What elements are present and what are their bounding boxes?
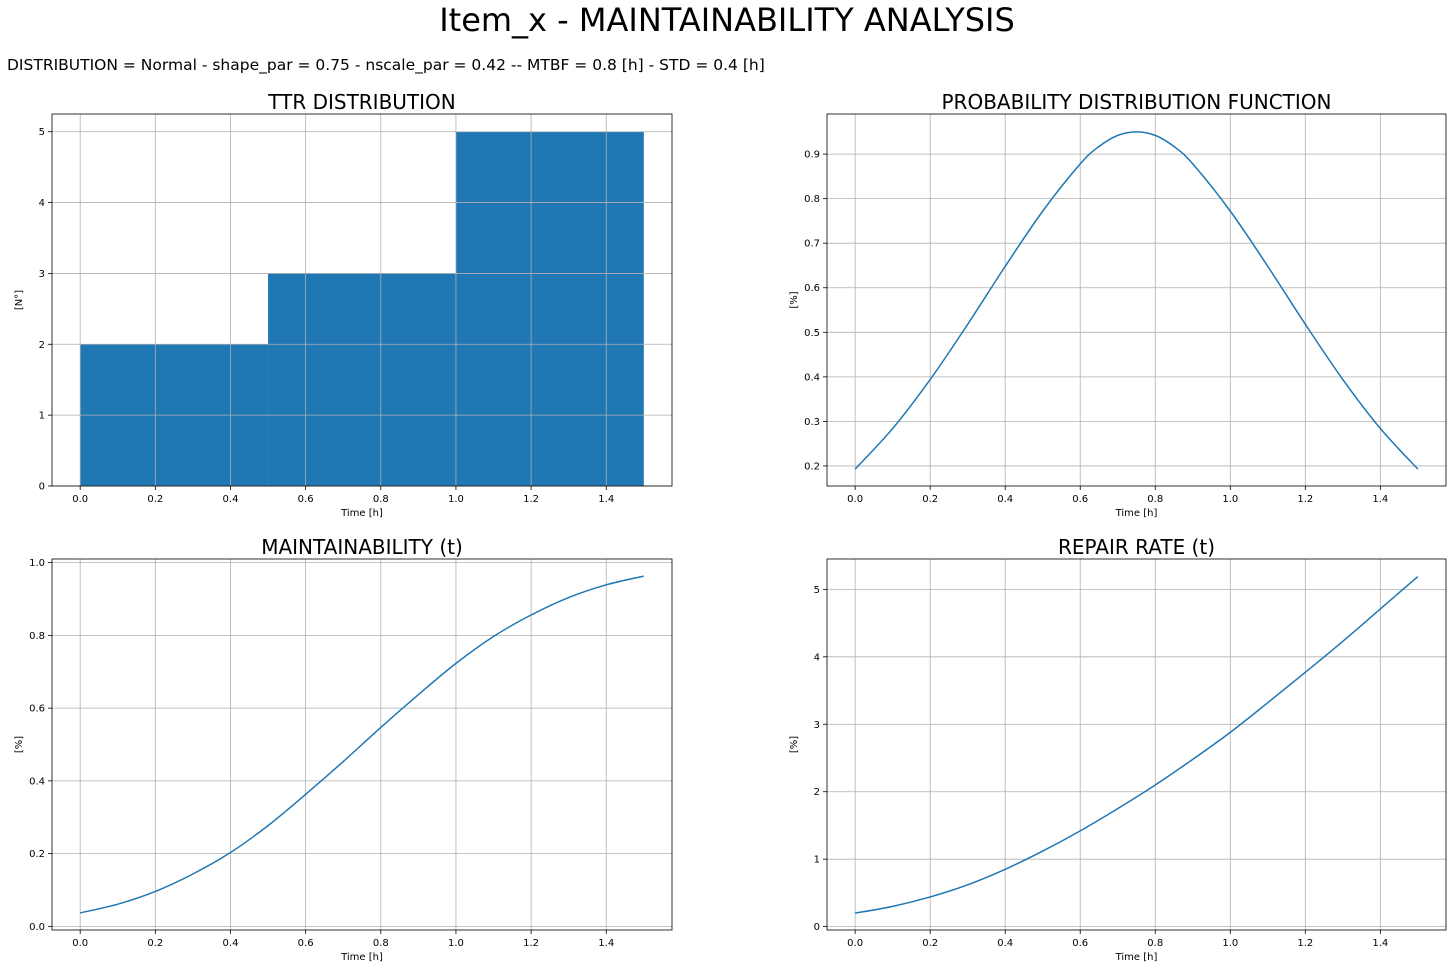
chart-title: MAINTAINABILITY (t) (261, 535, 463, 559)
x-tick-label: 0.0 (72, 938, 88, 949)
x-tick-label: 0.0 (72, 494, 88, 505)
histogram-bar (455, 131, 644, 486)
series-line (855, 575, 1419, 914)
y-tick-label: 4 (39, 198, 45, 209)
repair-rate-chart: REPAIR RATE (t)0.0 0.2 0.4 0.6 0.8 1.0 1.2 1.40… (789, 535, 1447, 963)
y-tick-label: 0.3 (804, 417, 820, 428)
y-tick-label: 1 (39, 411, 45, 422)
x-tick-label: 1.4 (1372, 494, 1388, 505)
x-tick-label: 0.0 (847, 938, 863, 949)
x-axis-label: Time [h] (340, 508, 383, 519)
y-tick-label: 4 (814, 652, 820, 663)
y-tick-label: 1.0 (29, 558, 45, 569)
histogram-bar (268, 273, 456, 486)
x-tick-label: 0.8 (1147, 938, 1163, 949)
x-axis: 0.0 0.2 0.4 0.6 0.8 1.0 1.2 1.4 (72, 930, 614, 949)
x-tick-label: 0.6 (298, 938, 314, 949)
chart-title: TTR DISTRIBUTION (267, 90, 456, 114)
x-tick-label: 0.0 (847, 494, 863, 505)
series-line (80, 575, 644, 914)
x-tick-label: 1.0 (1222, 938, 1238, 949)
y-axis-label: [%] (14, 736, 25, 753)
x-tick-label: 0.6 (298, 494, 314, 505)
x-tick-label: 0.8 (1147, 494, 1163, 505)
y-tick-label: 1 (814, 855, 820, 866)
y-tick-label: 2 (39, 340, 45, 351)
grid (827, 114, 1446, 486)
x-tick-label: 1.4 (598, 938, 614, 949)
x-tick-label: 1.2 (1297, 938, 1313, 949)
x-tick-label: 0.4 (223, 494, 239, 505)
x-tick-label: 1.0 (448, 938, 464, 949)
y-tick-label: 0.7 (804, 239, 820, 250)
y-tick-label: 3 (39, 269, 45, 280)
plot-frame (826, 113, 1447, 487)
x-tick-label: 0.2 (147, 938, 163, 949)
y-axis: 0 1 2 3 4 5 (39, 127, 52, 493)
grid (827, 559, 1446, 930)
x-axis-label: Time [h] (340, 952, 383, 963)
y-tick-label: 0.8 (804, 194, 820, 205)
x-tick-label: 0.2 (922, 494, 938, 505)
y-tick-label: 0.4 (29, 776, 45, 787)
x-axis: 0.0 0.2 0.4 0.6 0.8 1.0 1.2 1.4 (847, 930, 1388, 949)
x-tick-label: 1.4 (1372, 938, 1388, 949)
y-tick-label: 0 (39, 482, 45, 493)
y-axis-label: [%] (789, 736, 800, 753)
plot-frame (51, 558, 673, 931)
x-tick-label: 0.6 (1072, 938, 1088, 949)
x-tick-label: 0.4 (997, 494, 1013, 505)
y-tick-label: 3 (814, 720, 820, 731)
x-tick-label: 0.6 (1072, 494, 1088, 505)
y-axis-label: [%] (789, 291, 800, 308)
series-line (854, 131, 1419, 470)
y-tick-label: 0.5 (804, 328, 820, 339)
y-tick-label: 5 (814, 585, 820, 596)
x-tick-label: 1.4 (598, 494, 614, 505)
x-axis-label: Time [h] (1115, 952, 1158, 963)
y-tick-label: 2 (814, 787, 820, 798)
x-tick-label: 0.4 (997, 938, 1013, 949)
x-tick-label: 1.2 (1297, 494, 1313, 505)
y-tick-label: 0.9 (804, 150, 820, 161)
y-axis: 0.0 0.2 0.4 0.6 0.8 1.0 (29, 558, 52, 933)
chart-title: REPAIR RATE (t) (1058, 535, 1215, 559)
plot-frame (826, 558, 1447, 931)
y-tick-label: 0.8 (29, 631, 45, 642)
x-tick-label: 1.2 (523, 938, 539, 949)
x-tick-label: 0.2 (922, 938, 938, 949)
x-axis-label: Time [h] (1115, 508, 1158, 519)
x-tick-label: 0.4 (223, 938, 239, 949)
y-axis-label: [N°] (14, 290, 25, 310)
x-tick-label: 0.2 (147, 494, 163, 505)
y-tick-label: 0.2 (804, 461, 820, 472)
chart-title: PROBABILITY DISTRIBUTION FUNCTION (942, 90, 1332, 114)
figure-subtitle: DISTRIBUTION = Normal - shape_par = 0.75… (7, 56, 765, 74)
y-axis: 0.2 0.3 0.4 0.5 0.6 0.7 0.8 0.9 (804, 150, 827, 472)
y-tick-label: 0.2 (29, 849, 45, 860)
plot-frame (51, 113, 673, 487)
x-tick-label: 0.8 (373, 938, 389, 949)
y-tick-label: 0.6 (29, 704, 45, 715)
x-axis: 0.0 0.2 0.4 0.6 0.8 1.0 1.2 1.4 (847, 486, 1388, 505)
grid (52, 559, 672, 930)
x-tick-label: 1.2 (523, 494, 539, 505)
ttr-distribution-chart: TTR DISTRIBUTION 0.0 0.2 0.4 0.6 0.8 1.0 1.2 1.4… (14, 90, 673, 519)
y-tick-label: 0 (814, 922, 820, 933)
figure-title: Item_x - MAINTAINABILITY ANALYSIS (439, 1, 1015, 39)
y-tick-label: 0.4 (804, 372, 820, 383)
y-tick-label: 0.6 (804, 283, 820, 294)
x-axis: 0.0 0.2 0.4 0.6 0.8 1.0 1.2 1.4 (72, 486, 614, 505)
bars (80, 131, 644, 486)
y-tick-label: 0.0 (29, 922, 45, 933)
y-axis: 0 1 2 3 4 5 (814, 585, 827, 933)
x-tick-label: 1.0 (448, 494, 464, 505)
maintainability-chart: MAINTAINABILITY (t) 0.0 0.2 0.4 0.6 0.8 1.0 1.2… (14, 535, 673, 963)
x-tick-label: 0.8 (373, 494, 389, 505)
y-tick-label: 5 (39, 127, 45, 138)
x-tick-label: 1.0 (1222, 494, 1238, 505)
